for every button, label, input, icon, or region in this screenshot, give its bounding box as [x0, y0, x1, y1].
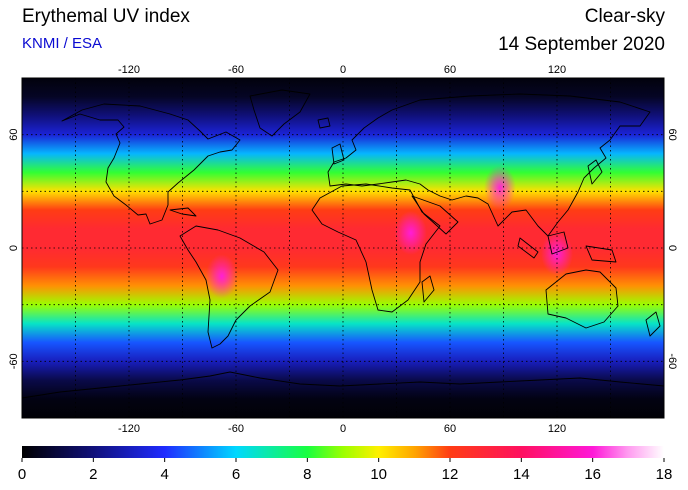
colorbar-ticks: 0 2 4 6 8 10 12 14 16 18 [18, 458, 673, 483]
coast-australia [545, 269, 619, 329]
colorbar-tick-label: 16 [584, 466, 601, 483]
lon-tick-label-top: 120 [548, 64, 566, 76]
coastlines [22, 89, 664, 399]
colorbar-tick-label: 4 [160, 466, 168, 483]
lat-tick-label-right: -60 [666, 353, 678, 369]
coast-eurasia [327, 93, 651, 237]
map-title: Erythemal UV index [22, 6, 190, 27]
lon-tick-label-top: 60 [444, 64, 456, 76]
coast-antarctica [22, 371, 664, 399]
date-label: 14 September 2020 [498, 34, 665, 55]
coast-sumatra [517, 237, 539, 259]
coast-madagascar [421, 275, 435, 303]
colorbar-tick-label: 0 [18, 466, 26, 483]
lat-tick-label-left: 60 [8, 129, 20, 141]
coast-japan [587, 159, 603, 185]
coast-africa [311, 183, 441, 313]
coast-iceland [317, 117, 331, 129]
colorbar-tick-label: 8 [303, 466, 311, 483]
coast-arabia [411, 195, 459, 235]
lat-tick-label-left: 0 [8, 245, 20, 251]
coast-new-guinea [585, 245, 617, 263]
uv-hotspot [394, 210, 427, 255]
lat-tick-label-right: 0 [666, 245, 678, 251]
uv-hotspot [483, 165, 516, 210]
coast-north-america [61, 103, 241, 225]
lon-tick-label-bottom: -60 [228, 423, 244, 435]
map-axis-ticks: -120 -120 -60 -60 0 0 60 60 120 120 60 60 0 0 -60 -60 [8, 64, 678, 435]
colorbar [22, 446, 664, 458]
lon-tick-label-bottom: 0 [340, 423, 346, 435]
lon-tick-label-bottom: 120 [548, 423, 566, 435]
lon-tick-label-bottom: 60 [444, 423, 456, 435]
colorbar-tick-label: 6 [232, 466, 240, 483]
lon-tick-label-top: -60 [228, 64, 244, 76]
colorbar-tick-label: 10 [370, 466, 387, 483]
uv-hotspot [205, 254, 238, 299]
colorbar-tick-label: 12 [442, 466, 459, 483]
colorbar-tick-label: 2 [89, 466, 97, 483]
lon-tick-label-top: -120 [118, 64, 140, 76]
coast-greenland [249, 89, 311, 137]
lon-tick-label-bottom: -120 [118, 423, 140, 435]
lat-tick-label-right: 60 [666, 129, 678, 141]
colorbar-tick-label: 14 [513, 466, 530, 483]
coast-britain [331, 143, 345, 165]
coast-new-zealand [645, 311, 661, 337]
sky-condition-label: Clear-sky [584, 6, 665, 27]
credit-label: KNMI / ESA [22, 35, 103, 52]
lon-tick-label-top: 0 [340, 64, 346, 76]
coast-caribbean [169, 207, 197, 217]
lat-tick-label-left: -60 [8, 353, 20, 369]
map-frame [21, 77, 665, 419]
colorbar-tick-label: 18 [656, 466, 673, 483]
coast-borneo [547, 231, 569, 255]
